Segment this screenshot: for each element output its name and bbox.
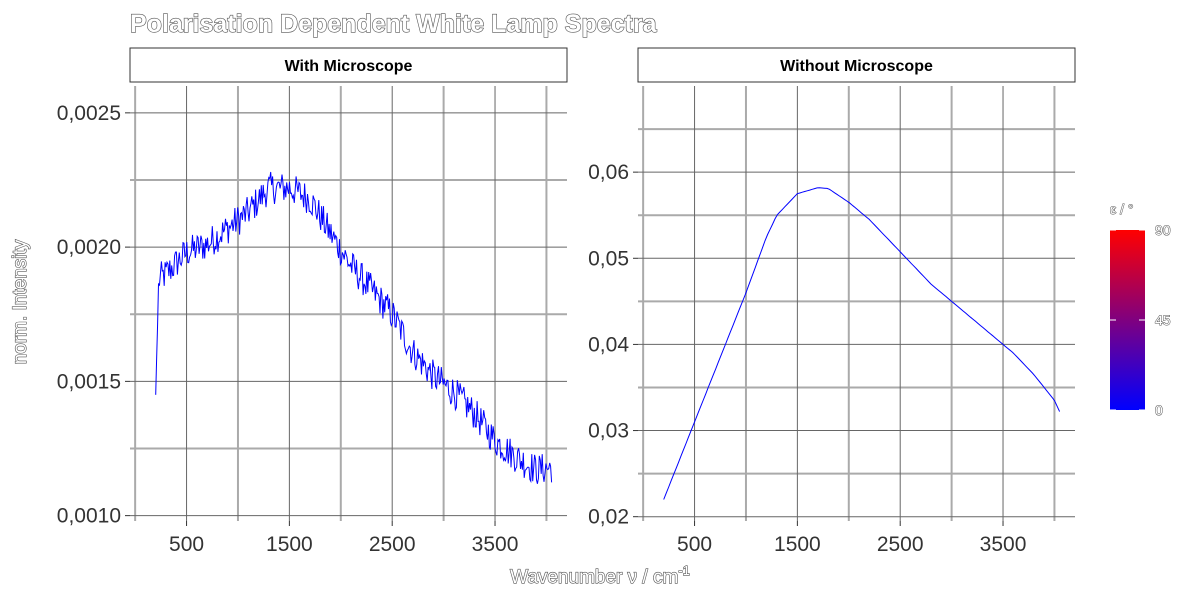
panel-with-microscope: With Microscope 500 1500 2500 3500 0,0010 0,00… (57, 47, 568, 556)
color-legend: ε / ° 0 45 90 (1110, 201, 1172, 419)
x-axis-label-superscript: -1 (678, 563, 690, 578)
legend-tick-label: 45 (1155, 312, 1171, 328)
y-axis-label: norm. Intensity (10, 239, 31, 364)
x-axis-label: Wavenumber ν / cm-1 (510, 563, 690, 588)
x-tick-label: 1500 (266, 533, 313, 556)
legend-tick-label: 90 (1155, 222, 1171, 238)
chart-title: Polarisation Dependent White Lamp Spectr… (130, 10, 658, 38)
x-tick-label: 2500 (369, 533, 416, 556)
legend-title: ε / ° (1110, 201, 1134, 217)
x-tick-label: 2500 (877, 533, 924, 556)
y-tick-label: 0,04 (588, 333, 629, 356)
panel-title: With Microscope (285, 58, 413, 75)
y-tick-label: 0,0025 (57, 102, 121, 125)
plot-background (638, 86, 1075, 521)
y-tick-label: 0,03 (588, 420, 629, 443)
y-tick-label: 0,06 (588, 161, 629, 184)
y-tick-label: 0,0015 (57, 370, 121, 393)
y-tick-label: 0,0020 (57, 236, 121, 259)
x-tick-label: 500 (677, 533, 712, 556)
spectrum-line (663, 187, 1061, 500)
panel-without-microscope: Without Microscope 500 1500 2500 3500 0,02 0,0… (588, 47, 1076, 556)
spectrum-line (155, 171, 553, 484)
panel-title: Without Microscope (780, 58, 933, 75)
legend-tick-label: 0 (1155, 402, 1163, 418)
y-tick-label: 0,0010 (57, 505, 121, 528)
x-tick-label: 3500 (980, 533, 1027, 556)
y-tick-label: 0,05 (588, 247, 629, 270)
x-tick-label: 500 (169, 533, 204, 556)
x-tick-label: 1500 (774, 533, 821, 556)
panel-strip (129, 47, 568, 83)
y-tick-label: 0,02 (588, 506, 629, 529)
x-axis-label-text: Wavenumber ν / cm (510, 567, 678, 588)
panel-strip (637, 47, 1076, 83)
x-tick-label: 3500 (472, 533, 519, 556)
